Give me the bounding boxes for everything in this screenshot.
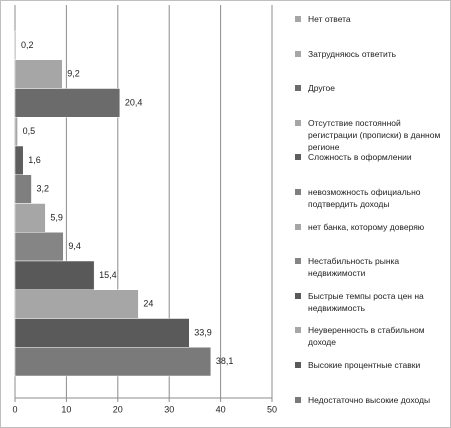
bar [14,59,63,89]
legend-swatch [295,119,301,126]
legend-item: Неуверенность в стабильном доходе [295,324,445,348]
legend-label: Быстрые темпы роста цен на недвижимость [308,290,424,313]
legend-label: Неуверенность в стабильном доходе [308,325,425,348]
legend-item: Сложность в оформлении [295,151,445,163]
legend-swatch [295,396,301,403]
legend-swatch [295,223,301,230]
legend-swatch [295,292,301,299]
legend-item: Отсутствие постоянной регистрации (пропи… [295,117,445,153]
x-tick-label: 0 [12,404,17,414]
bar [14,203,46,233]
legend-item: Высокие процентные ставки [295,359,445,371]
bar [14,117,18,147]
bar [14,347,212,377]
legend-label: Затрудняюсь ответить [308,48,397,59]
legend-item: невозможность официально подтвердить дох… [295,186,445,210]
legend-label: Отсутствие постоянной регистрации (пропи… [308,117,441,152]
value-label: 15,4 [99,270,117,280]
legend-label: Другое [308,83,336,94]
legend-item: нет банка, которому доверяю [295,221,445,233]
x-tick-label: 20 [113,404,123,414]
legend-label: Высокие процентные ставки [308,360,421,370]
value-label: 0,2 [21,40,34,50]
bar [14,174,32,204]
bar [14,88,121,118]
legend-swatch [295,85,301,92]
legend-label: невозможность официально подтвердить дох… [308,187,421,209]
value-label: 38,1 [216,356,234,366]
x-tick-label: 50 [267,404,277,414]
legend-label: Нестабильность рынка недвижимости [308,256,400,279]
value-label: 9,2 [67,69,80,79]
legend-item: Другое [295,82,445,94]
legend-swatch [295,327,301,334]
legend-label: нет банка, которому доверяю [308,221,425,232]
value-label: 1,6 [28,155,41,165]
legend-label: Недостаточно высокие доходы [308,394,431,405]
bar [14,232,64,262]
legend-swatch [295,16,301,22]
legend-swatch [295,154,301,161]
legend-label: Сложность в оформлении [308,152,412,163]
x-tick-label: 30 [164,404,174,414]
value-label: 24 [143,299,153,309]
value-label: 3,2 [36,184,49,194]
bar [14,289,139,319]
bar [14,145,24,175]
legend-swatch [295,258,301,265]
value-label: 20,4 [125,97,143,107]
value-label: 5,9 [50,212,63,222]
legend-item: Нет ответа [295,13,445,25]
legend-swatch [295,50,301,57]
bar [14,318,190,348]
x-tick-label: 10 [61,404,71,414]
value-label: 0,5 [23,126,36,136]
legend-item: Нестабильность рынка недвижимости [295,255,445,279]
legend-swatch [295,362,301,368]
legend-item: Затрудняюсь ответить [295,48,445,60]
bar [14,30,17,60]
legend-item: Быстрые темпы роста цен на недвижимость [295,290,445,314]
bar [14,260,95,290]
legend-item: Недостаточно высокие доходы [295,394,445,406]
value-label: 9,4 [68,241,81,251]
value-label: 33,9 [194,327,212,337]
legend-swatch [295,189,301,195]
legend-label: Нет ответа [308,14,351,24]
x-tick-label: 40 [216,404,226,414]
